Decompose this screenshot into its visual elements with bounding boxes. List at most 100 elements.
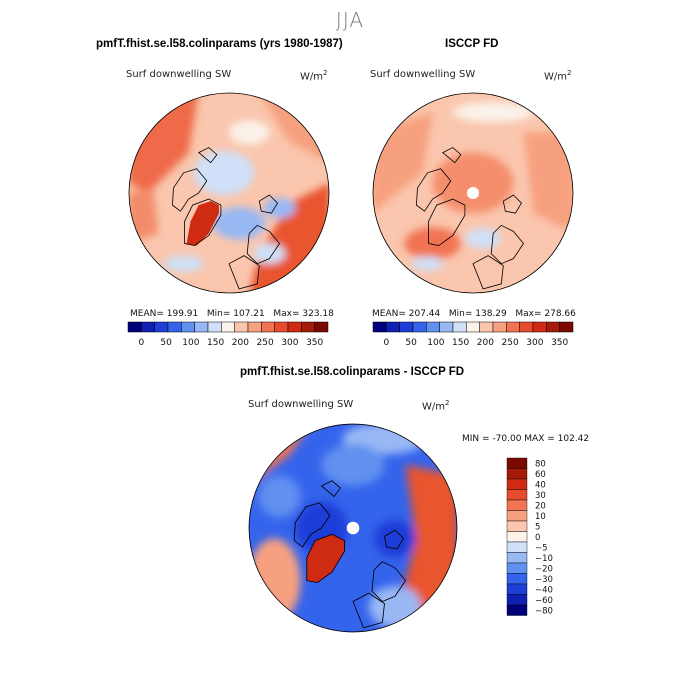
panel1-colorbar-tick: 200 [232, 338, 249, 348]
panel3-greenland-highlight [306, 534, 345, 583]
panel2-colorbar-swatch [519, 321, 534, 333]
panel2-colorbar-swatch [559, 321, 574, 333]
panel3-colorbar-swatch [506, 562, 528, 574]
panel2-colorbar-swatch [452, 321, 467, 333]
panel2-polar-map [372, 92, 574, 294]
panel3-colorbar-tick: 0 [535, 533, 540, 543]
panel2-colorbar-swatch [399, 321, 414, 333]
panel1-stats: MEAN= 199.91 Min= 107.21 Max= 323.18 [130, 309, 334, 319]
panel2-colorbar-swatch [372, 321, 387, 333]
panel3-colorbar-swatch [506, 583, 528, 595]
panel2-field-label: Surf downwelling SW [370, 69, 476, 80]
panel1-title: pmfT.fhist.se.l58.colinparams (yrs 1980-… [96, 38, 343, 50]
panel1-colorbar-tick: 250 [257, 338, 274, 348]
panel2-colorbar-swatch [546, 321, 560, 333]
panel3-colorbar-swatch [506, 520, 528, 532]
panel3-colorbar-swatch [506, 489, 528, 501]
panel2-coastlines [416, 147, 525, 290]
panel1-units: W/m2 [300, 69, 328, 83]
figure-title: JJA [335, 8, 365, 32]
panel1-colorbar-swatch [301, 321, 315, 333]
panel1-colorbar-swatch [274, 321, 289, 333]
panel3-stats: MIN = -70.00 MAX = 102.42 [462, 434, 590, 444]
panel2-units: W/m2 [544, 69, 572, 83]
panel1-colorbar-swatch [127, 321, 142, 333]
panel3-colorbar-tick: 10 [535, 512, 546, 522]
panel1-colorbar-swatch [167, 321, 182, 333]
panel3-colorbar-swatch [506, 552, 528, 564]
panel1-colorbar: 0 50 100 150 200 250 300 350 [127, 321, 329, 348]
panel2-colorbar-swatch [479, 321, 494, 333]
panel2-colorbar-swatch [492, 321, 507, 333]
panel1-colorbar-swatch [314, 321, 329, 333]
panel2-pole-gap [466, 186, 480, 200]
panel3-colorbar-tick: −60 [535, 596, 553, 606]
panel3-colorbar-swatch [506, 573, 528, 585]
panel2-colorbar-swatch [532, 321, 547, 333]
panel3-colorbar-swatch [506, 604, 528, 616]
panel3-colorbar-tick: −80 [535, 607, 553, 617]
panel3-title: pmfT.fhist.se.l58.colinparams - ISCCP FD [240, 366, 465, 378]
panel1-colorbar-swatch [234, 321, 249, 333]
panel3-colorbar-tick: 80 [535, 460, 546, 470]
panel2-stats: MEAN= 207.44 Min= 138.29 Max= 278.66 [372, 309, 576, 319]
panel3-colorbar-tick: 60 [535, 470, 546, 480]
panel3-colorbar-tick: −30 [535, 575, 553, 585]
panel1-colorbar-swatch [194, 321, 209, 333]
panel1-colorbar-tick: 0 [138, 338, 144, 348]
panel1-colorbar-tick: 150 [207, 338, 224, 348]
panel3-colorbar-swatch [506, 541, 528, 553]
panel1-colorbar-swatch [287, 321, 302, 333]
panel1-colorbar-swatch [247, 321, 262, 333]
panel2-colorbar-swatch [439, 321, 454, 333]
panel1-colorbar-tick: 50 [160, 338, 172, 348]
panel1-colorbar-swatch [261, 321, 275, 333]
panel3-colorbar-tick: 30 [535, 491, 546, 501]
panel3-colorbar-tick: 40 [535, 481, 546, 491]
panel3-coastlines [293, 480, 407, 629]
panel2-colorbar-tick: 250 [502, 338, 519, 348]
panel2-colorbar-swatch [506, 321, 520, 333]
panel2-colorbar-swatch [466, 321, 480, 333]
panel3-field-label: Surf downwelling SW [248, 399, 354, 410]
panel2-colorbar-tick: 200 [477, 338, 494, 348]
panel1-colorbar-swatch [141, 321, 155, 333]
panel2-colorbar-tick: 100 [427, 338, 444, 348]
panel2-colorbar-tick: 300 [526, 338, 543, 348]
panel1-colorbar-tick: 350 [306, 338, 323, 348]
panel1-colorbar-tick: 300 [281, 338, 298, 348]
panel3-colorbar-swatch [506, 510, 528, 522]
panel2-colorbar-swatch [426, 321, 440, 333]
panel1-colorbar-tick: 100 [182, 338, 199, 348]
panel2-colorbar-tick: 350 [551, 338, 568, 348]
panel1-coastlines [172, 147, 281, 290]
panel3-colorbar-tick: −20 [535, 565, 553, 575]
panel3-colorbar-tick: −5 [535, 544, 548, 554]
panel2-colorbar: 0 50 100 150 200 250 300 350 [372, 321, 574, 348]
panel3-colorbar-swatch [506, 499, 528, 511]
panel2-colorbar-tick: 50 [405, 338, 417, 348]
panel1-colorbar-swatch [207, 321, 222, 333]
panel3-units: W/m2 [422, 399, 450, 413]
panel3-colorbar-swatch [506, 457, 528, 469]
panel3-colorbar-swatch [506, 531, 528, 543]
panel1-colorbar-swatch [154, 321, 169, 333]
panel2-colorbar-tick: 0 [383, 338, 389, 348]
panel3-pole-gap [346, 521, 360, 535]
panel1-polar-map [128, 92, 330, 294]
panel1-greenland-highlight [186, 201, 219, 246]
panel2-colorbar-swatch [386, 321, 400, 333]
panel1-field-label: Surf downwelling SW [126, 69, 232, 80]
panel2-colorbar-swatch [412, 321, 427, 333]
panel1-colorbar-swatch [181, 321, 195, 333]
panel2-title: ISCCP FD [445, 38, 499, 50]
panel3-colorbar-tick: −40 [535, 586, 553, 596]
panel3-polar-map [248, 423, 458, 633]
panel3-colorbar-tick: 20 [535, 502, 546, 512]
panel3-colorbar-tick: −10 [535, 554, 553, 564]
panel3-colorbar-swatch [506, 478, 528, 490]
panel3-colorbar-swatch [506, 468, 528, 480]
panel1-colorbar-swatch [221, 321, 235, 333]
panel3-colorbar-tick: 5 [535, 523, 540, 533]
